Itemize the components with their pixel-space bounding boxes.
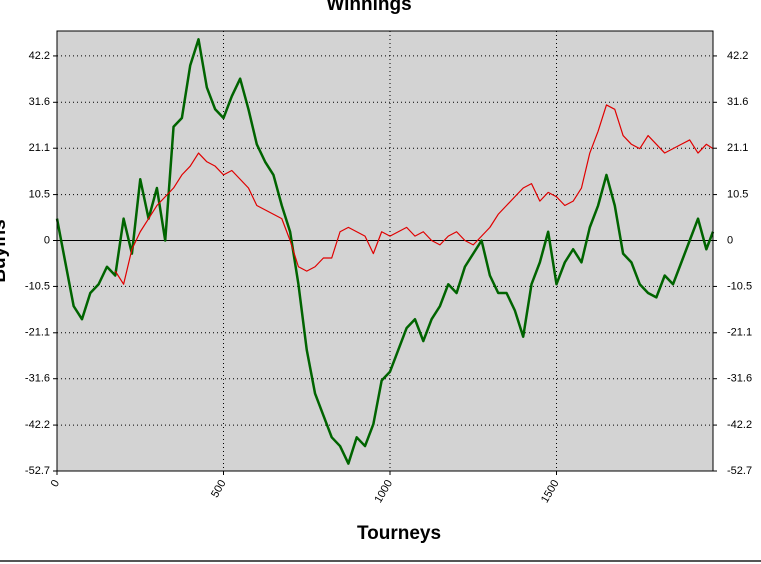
y2-tick-label: -52.7 — [727, 465, 752, 477]
y2-tick-label: 31.6 — [727, 96, 748, 108]
y-tick-label: -21.1 — [25, 327, 50, 339]
y2-tick-label: 10.5 — [727, 188, 748, 200]
x-tick-label: 0 — [49, 478, 62, 489]
y2-tick-label: -10.5 — [727, 280, 752, 292]
y-axis-label: Buyins — [0, 219, 10, 282]
series-line — [114, 104, 714, 285]
chart-title: Winnings — [326, 0, 411, 15]
y-tick-label: 31.6 — [29, 96, 50, 108]
y2-tick-label: 42.2 — [727, 50, 748, 62]
y-tick-label: -31.6 — [25, 373, 50, 385]
y2-tick-label: -42.2 — [727, 419, 752, 431]
y2-tick-label: -31.6 — [727, 373, 752, 385]
y2-tick-label: 0 — [727, 234, 733, 246]
y-tick-label: -52.7 — [25, 465, 50, 477]
y-tick-label: 21.1 — [29, 142, 50, 154]
y-tick-label: 42.2 — [29, 50, 50, 62]
y2-tick-label: 21.1 — [727, 142, 748, 154]
y-tick-label: 10.5 — [29, 188, 50, 200]
plot-area — [57, 31, 713, 471]
y-tick-label: -10.5 — [25, 280, 50, 292]
y-tick-label: -42.2 — [25, 419, 50, 431]
series-line — [55, 38, 715, 465]
y2-tick-label: -21.1 — [727, 327, 752, 339]
plot-frame — [56, 30, 714, 472]
x-axis-label: Tourneys — [357, 523, 441, 544]
y-tick-label: 0 — [44, 234, 50, 246]
